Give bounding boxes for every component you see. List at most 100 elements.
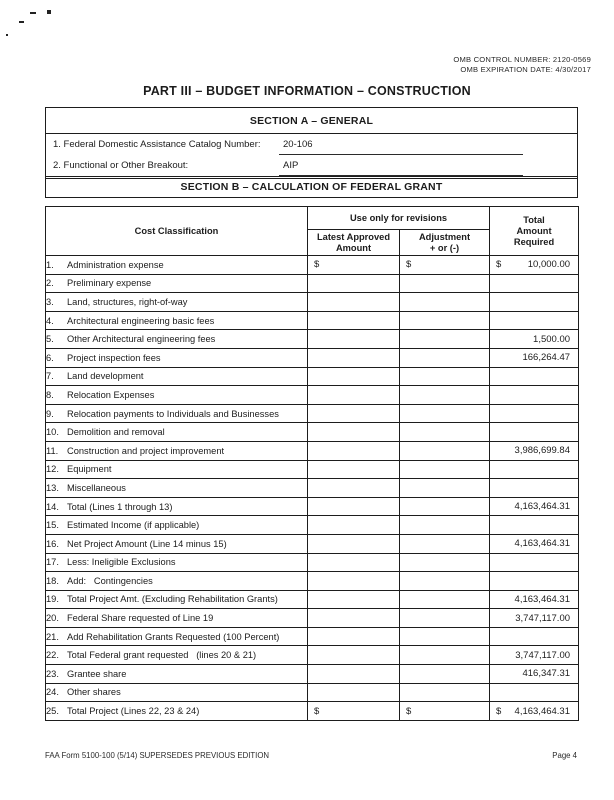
total-required-cell [489,366,580,387]
adjustment-cell [398,347,491,368]
total-required-cell [489,403,580,424]
table-row: 4. Architectural engineering basic fees [45,310,580,331]
latest-approved-cell [307,496,400,517]
table-row: 24. Other shares [45,682,580,703]
adjustment-cell [398,478,491,498]
cost-classification-cell: 2. Preliminary expense [45,273,308,294]
amount-value: 4,163,464.31 [514,538,571,550]
total-required-cell [489,515,580,535]
row-label: Total Project (Lines 22, 23 & 24) [67,706,200,717]
cost-classification-cell: 8. Relocation Expenses [45,385,308,405]
row-number: 23. [46,668,59,679]
row-number: 21. [46,631,59,642]
row-label: Construction and project improvement [67,445,225,456]
table-row: 13. Miscellaneous [45,478,580,498]
page-number: Page 4 [552,751,577,760]
total-required-cell [489,571,580,591]
row-number: 15. [46,520,59,531]
total-required-cell: 3,986,699.84 [489,440,580,461]
total-required-cell: $10,000.00 [489,255,580,275]
total-required-cell: $4,163,464.31 [489,701,580,721]
dollar-sign: $ [406,259,412,271]
latest-approved-cell [307,478,400,498]
row-number: 25. [46,706,59,717]
omb-control-number: OMB CONTROL NUMBER: 2120-0569 [453,55,591,64]
row-number: 5. [46,334,54,345]
table-row: 10. Demolition and removal [45,422,580,442]
row-number: 9. [46,408,54,419]
column-header-revisions-group: Use only for revisions [306,206,491,230]
amount-value: 1,500.00 [533,333,571,345]
row-label: Estimated Income (if applicable) [67,520,200,531]
form-number-footer: FAA Form 5100-100 (5/14) SUPERSEDES PREV… [45,751,270,760]
row-label: Net Project Amount (Line 14 minus 15) [67,538,227,549]
table-row: 15. Estimated Income (if applicable) [45,515,580,535]
latest-approved-cell [307,571,400,591]
row-label: Add: Contingencies [67,575,153,586]
table-row: 19. Total Project Amt. (Excluding Rehabil… [45,589,580,610]
table-row: 8. Relocation Expenses [45,385,580,405]
latest-approved-cell [307,608,400,628]
row-number: 7. [46,371,54,382]
row-number: 2. [46,278,54,289]
row-number: 17. [46,557,59,568]
latest-approved-cell [307,533,400,554]
latest-approved-cell [307,459,400,480]
latest-approved-cell [307,292,400,312]
cost-classification-cell: 7. Land development [45,366,308,387]
latest-approved-cell [307,347,400,368]
cost-classification-cell: 14. Total (Lines 1 through 13) [45,496,308,517]
row-label: Other Architectural engineering fees [67,334,216,345]
total-required-cell [489,292,580,312]
cost-classification-cell: 24. Other shares [45,682,308,703]
cost-classification-cell: 19. Total Project Amt. (Excluding Rehabil… [45,589,308,610]
adjustment-cell [398,664,491,684]
cost-classification-cell: 18. Add: Contingencies [45,571,308,591]
row-number: 1. [46,259,54,270]
amount-value: 4,163,464.31 [514,593,571,605]
total-required-cell: 4,163,464.31 [489,589,580,610]
omb-expiration-date: OMB EXPIRATION DATE: 4/30/2017 [460,65,591,74]
total-required-cell [489,273,580,294]
cost-classification-cell: 13. Miscellaneous [45,478,308,498]
table-row: 12. Equipment [45,459,580,480]
latest-approved-cell [307,273,400,294]
row-label: Preliminary expense [67,278,152,289]
row-label: Relocation payments to Individuals and B… [67,408,279,419]
latest-approved-cell [307,682,400,703]
table-row: 18. Add: Contingencies [45,571,580,591]
scan-artifact [6,34,8,36]
row-label: Land development [67,371,144,382]
amount-value: 4,163,464.31 [514,501,571,513]
adjustment-cell [398,589,491,610]
latest-approved-cell [307,589,400,610]
total-required-cell [489,682,580,703]
amount-value: 3,747,117.00 [515,612,571,624]
row-label: Architectural engineering basic fees [67,315,215,326]
latest-approved-cell: $ [307,255,400,275]
cost-classification-cell: 17. Less: Ineligible Exclusions [45,552,308,573]
row-label: Administration expense [67,259,164,270]
total-required-cell [489,552,580,573]
row-number: 22. [46,650,59,661]
section-a-fields: 1. Federal Domestic Assistance Catalog N… [46,134,577,178]
cost-classification-cell: 1. Administration expense [45,255,308,275]
cost-classification-cell: 21. Add Rehabilitation Grants Requested (… [45,626,308,647]
catalog-number-label: 1. Federal Domestic Assistance Catalog N… [53,139,261,150]
row-number: 12. [46,464,59,475]
row-number: 13. [46,482,59,493]
table-row: 23. Grantee share 416,347.31 [45,664,580,684]
amount-value: 3,986,699.84 [514,445,571,457]
latest-approved-cell [307,366,400,387]
row-number: 24. [46,687,59,698]
latest-approved-cell [307,645,400,666]
catalog-number-value: 20-106 [279,135,523,155]
table-row: 21. Add Rehabilitation Grants Requested (… [45,626,580,647]
row-label: Total (Lines 1 through 13) [67,501,173,512]
adjustment-cell [398,515,491,535]
total-required-cell: 3,747,117.00 [489,608,580,628]
adjustment-cell: $ [398,701,491,721]
row-number: 19. [46,594,59,605]
table-row: 20. Federal Share requested of Line 19 3,7… [45,608,580,628]
